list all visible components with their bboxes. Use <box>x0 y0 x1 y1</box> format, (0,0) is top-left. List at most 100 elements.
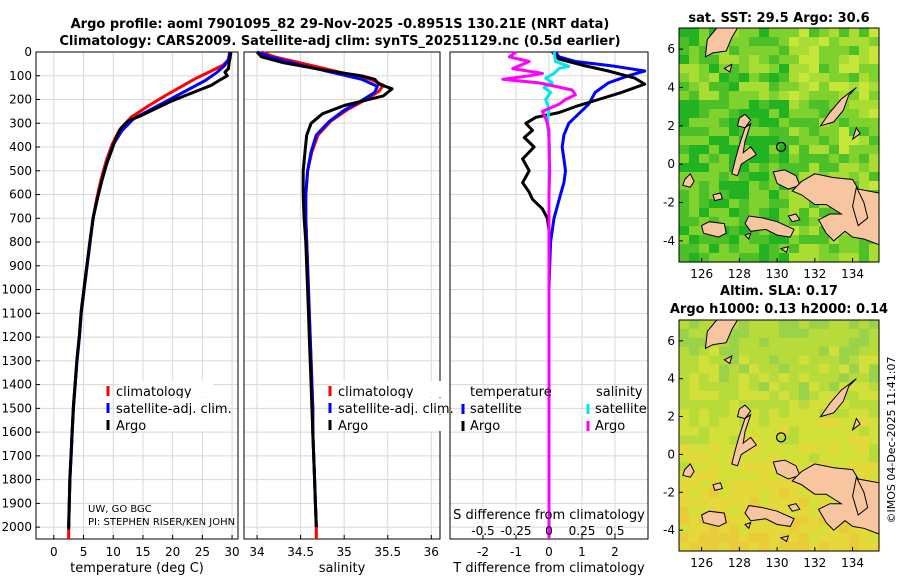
map-cell <box>689 109 700 119</box>
map-cell <box>799 163 810 173</box>
map-cell <box>799 82 810 92</box>
map-cell <box>819 253 830 263</box>
map-cell <box>749 136 760 146</box>
map-y-tick-label: 4 <box>667 372 675 386</box>
map-cell <box>699 154 710 164</box>
map-cell <box>759 235 770 245</box>
map-cell <box>759 181 770 191</box>
map-cell <box>759 100 770 110</box>
map-cell <box>809 244 820 254</box>
map-cell <box>749 488 760 499</box>
map-cell <box>729 73 740 83</box>
map-cell <box>799 382 810 392</box>
map-cell <box>869 533 880 543</box>
y-tick-label: 1100 <box>1 306 32 320</box>
map-cell <box>759 515 770 525</box>
map-cell <box>699 373 710 383</box>
map-cell <box>769 373 780 383</box>
land-polygon <box>736 113 752 129</box>
map-cell <box>799 400 810 410</box>
map-cell <box>699 109 710 119</box>
map-cell <box>809 373 820 383</box>
legend-label: Argo <box>338 419 368 434</box>
map-cell <box>689 524 700 534</box>
land-polygon <box>704 319 739 350</box>
map-cell <box>769 244 780 254</box>
map-cell <box>809 127 820 137</box>
map-cell <box>729 506 740 517</box>
map-cell <box>739 73 750 83</box>
map-cell <box>699 533 710 543</box>
map-cell <box>859 462 870 472</box>
map-cell <box>699 253 710 263</box>
map-cell <box>829 364 840 374</box>
map-cell <box>849 391 860 401</box>
map-cell <box>729 100 740 110</box>
map-cell <box>859 28 870 38</box>
map-cell <box>739 91 750 101</box>
map-cell <box>779 400 790 410</box>
map-cell <box>719 136 730 146</box>
land-polygon <box>704 27 739 58</box>
map-cell <box>679 118 690 128</box>
map-cell <box>729 64 740 74</box>
sst-map-title: sat. SST: 29.5 Argo: 30.6 <box>688 11 869 26</box>
map-y-tick-label: -2 <box>663 485 675 499</box>
map-cell <box>829 426 840 437</box>
map-cell <box>749 542 760 552</box>
map-cell <box>779 506 790 517</box>
map-cell <box>759 91 770 101</box>
map-cell <box>769 109 780 119</box>
map-cell <box>769 444 780 454</box>
map-cell <box>839 346 850 357</box>
panel-difference: -2 -1 0 1 2 T difference from climatology temp… <box>449 50 649 576</box>
map-cell <box>809 91 820 101</box>
map-cell <box>689 320 700 330</box>
map-cell <box>679 145 690 155</box>
map-cell <box>849 328 860 339</box>
map-cell <box>759 533 770 543</box>
map-cell <box>849 417 860 428</box>
map-cell <box>799 172 810 182</box>
map-cell <box>769 118 780 128</box>
map-cell <box>679 208 690 218</box>
map-cell <box>869 408 880 419</box>
map-cell <box>729 37 740 47</box>
map-cell <box>699 172 710 182</box>
map-cell <box>749 337 760 348</box>
map-cell <box>689 391 700 401</box>
map-cell <box>819 64 830 74</box>
x-axis-label: temperature (deg C) <box>70 561 204 576</box>
map-cell <box>709 235 720 245</box>
map-cell <box>849 64 860 74</box>
map-cell <box>809 382 820 392</box>
map-cell <box>729 82 740 92</box>
map-cell <box>719 488 730 499</box>
map-cell <box>789 244 800 254</box>
map-cell <box>859 533 870 543</box>
map-y-tick-label: 0 <box>667 157 675 171</box>
map-cell <box>709 497 720 508</box>
map-cell <box>809 226 820 236</box>
map-cell <box>859 453 870 463</box>
map-cell <box>729 488 740 499</box>
map-cell <box>839 55 850 65</box>
map-cell <box>839 524 850 534</box>
map-cell <box>759 391 770 401</box>
map-cell <box>819 73 830 83</box>
map-cell <box>819 109 830 119</box>
map-y-tick-label: 6 <box>667 42 675 56</box>
map-cell <box>769 337 780 348</box>
map-cell <box>719 154 730 164</box>
map-cell <box>709 136 720 146</box>
map-cell <box>819 453 830 463</box>
map-cell <box>799 253 810 263</box>
map-cell <box>789 154 800 164</box>
map-cell <box>789 515 800 525</box>
map-cell <box>869 400 880 410</box>
map-cell <box>709 426 720 437</box>
y-tick-label: 900 <box>9 259 32 273</box>
map-cell <box>849 253 860 263</box>
map-cell <box>769 453 780 463</box>
map-cell <box>779 382 790 392</box>
